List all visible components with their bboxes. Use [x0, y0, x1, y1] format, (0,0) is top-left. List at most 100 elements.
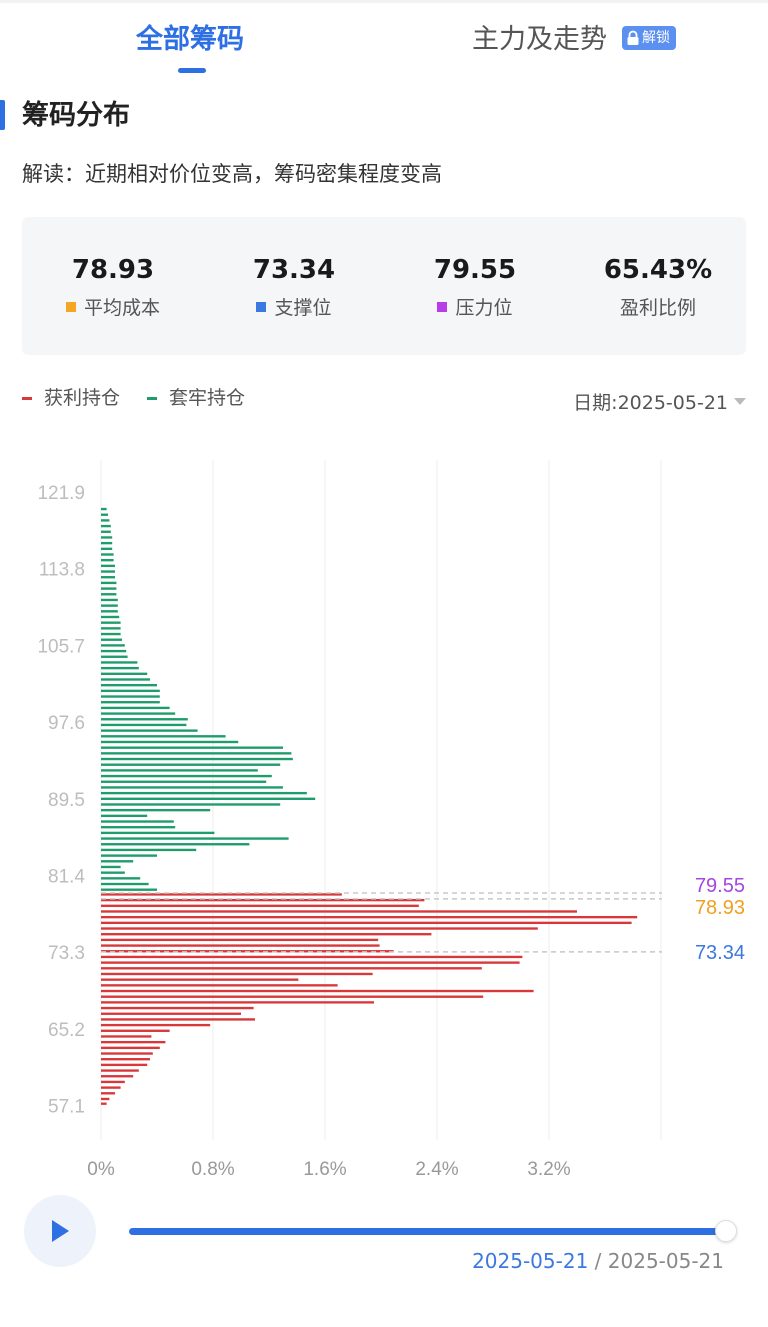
trapped-bar: [101, 735, 226, 738]
stat-value: 78.93: [71, 255, 155, 285]
y-tick-label: 89.5: [48, 790, 85, 811]
profit-bar: [101, 933, 432, 936]
trapped-bar: [101, 740, 239, 744]
profit-bar: [101, 1102, 107, 1105]
unlock-badge[interactable]: 解锁: [622, 26, 676, 50]
stat-value: 79.55: [433, 255, 517, 285]
trapped-bar: [101, 632, 121, 636]
trapped-bar: [101, 871, 125, 874]
dropdown-triangle-icon: [734, 398, 746, 405]
trapped-bar: [101, 712, 176, 715]
date-selector-text: 日期:2025-05-21: [573, 392, 728, 414]
trapped-bar: [101, 752, 292, 755]
top-divider: [0, 0, 768, 3]
trapped-bar: [101, 547, 113, 550]
profit-bar: [101, 915, 638, 919]
unlock-label: 解锁: [642, 30, 670, 46]
trapped-bar: [101, 854, 157, 857]
trapped-bar: [101, 536, 113, 539]
trapped-bar: [101, 683, 157, 687]
trapped-bar: [101, 718, 188, 721]
stat-value: 65.43%: [603, 255, 713, 285]
play-button[interactable]: [24, 1195, 96, 1267]
trapped-bar: [101, 803, 281, 806]
trapped-bar: [101, 701, 160, 704]
y-tick-label: 73.3: [48, 943, 85, 964]
trapped-bar: [101, 610, 118, 613]
profit-bar: [101, 955, 523, 959]
trapped-bar: [101, 877, 141, 880]
stat-resistance: 79.55 压力位: [385, 253, 565, 320]
y-tick-label: 65.2: [48, 1020, 85, 1041]
profit-bar: [101, 893, 342, 896]
trapped-bar: [101, 598, 118, 602]
trapped-bar: [101, 638, 122, 641]
trapped-bar: [101, 661, 138, 664]
purple-square-icon: [437, 301, 448, 312]
trapped-bar: [101, 513, 108, 516]
profit-bar: [101, 904, 419, 907]
profit-bar: [101, 1023, 211, 1027]
profit-bar: [101, 1052, 153, 1055]
trapped-bar: [101, 808, 211, 812]
section-title: 筹码分布: [22, 100, 130, 131]
trapped-bar: [101, 695, 160, 698]
orange-square-icon: [65, 301, 76, 312]
trapped-bar: [101, 831, 215, 835]
stat-label: 压力位: [455, 297, 513, 319]
section-accent-bar: [0, 100, 5, 130]
profit-bar: [101, 927, 538, 930]
trapped-bar: [101, 655, 128, 658]
marker-label: 79.55: [695, 875, 745, 897]
profit-bar: [101, 921, 632, 925]
legend-profit-label: 获利持仓: [44, 387, 121, 409]
trapped-bar: [101, 865, 121, 869]
profit-bar: [101, 1080, 125, 1084]
profit-bar: [101, 984, 338, 987]
stat-label: 盈利比例: [619, 297, 696, 319]
profit-bar: [101, 1001, 374, 1004]
date-selector[interactable]: 日期:2025-05-21: [573, 388, 746, 415]
red-dash-icon: [22, 396, 32, 400]
stat-average-cost: 78.93 平均成本: [23, 253, 203, 320]
stat-label: 支撑位: [274, 297, 332, 319]
trapped-bar: [101, 621, 121, 624]
marker-label: 78.93: [695, 897, 745, 919]
trapped-bar: [101, 507, 107, 511]
stat-value: 73.34: [252, 255, 336, 285]
tab-all-chips[interactable]: 全部筹码: [136, 24, 244, 55]
playback-slider-track[interactable]: [129, 1228, 727, 1235]
profit-bar: [101, 1006, 254, 1010]
trapped-bar: [101, 615, 120, 619]
x-tick-label: 0%: [87, 1159, 115, 1180]
trapped-bar: [101, 848, 197, 852]
trapped-bar: [101, 558, 114, 562]
trapped-bar: [101, 553, 114, 556]
trapped-bar: [101, 882, 149, 886]
profit-bar: [101, 1075, 134, 1078]
profit-bar: [101, 938, 379, 942]
playback-slider-thumb[interactable]: [715, 1220, 737, 1242]
profit-bar: [101, 995, 484, 998]
trapped-bar: [101, 689, 160, 693]
current-date: 2025-05-21: [472, 1249, 589, 1273]
trapped-bar: [101, 791, 307, 795]
legend-profit: 获利持仓: [22, 384, 120, 412]
profit-bar: [101, 1092, 115, 1095]
trapped-bar: [101, 888, 157, 891]
trapped-bar: [101, 723, 187, 727]
green-dash-icon: [147, 396, 157, 400]
profit-bar: [101, 1058, 150, 1061]
trapped-bar: [101, 706, 170, 710]
trapped-bar: [101, 797, 316, 800]
trapped-bar: [101, 627, 121, 630]
trapped-bar: [101, 564, 115, 568]
trapped-bar: [101, 649, 127, 653]
tab-main-trend[interactable]: 主力及走势: [472, 24, 607, 55]
y-tick-label: 113.8: [39, 560, 85, 581]
profit-bar: [101, 944, 380, 947]
profit-bar: [101, 1035, 152, 1038]
trapped-bar: [101, 519, 110, 522]
y-tick-label: 97.6: [48, 713, 85, 734]
marker-label: 73.34: [695, 942, 745, 964]
